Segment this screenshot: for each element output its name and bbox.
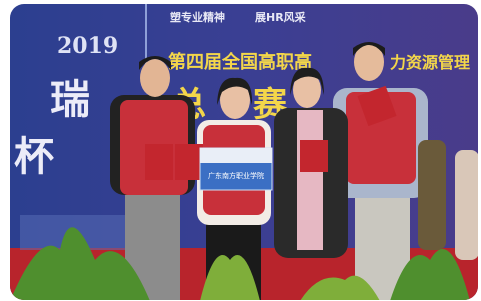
- slogan: 展HR风采: [254, 10, 307, 24]
- bystander: [418, 140, 446, 250]
- sign-text: 广东南方职业学院: [208, 171, 264, 180]
- bystander: [455, 150, 479, 260]
- page: {"banner": {"slogan_left": "塑专业精神", "slo…: [0, 0, 481, 301]
- certificate: [145, 144, 173, 180]
- divider: [145, 4, 147, 64]
- cup-title: 瑞: [50, 76, 90, 123]
- photo: 塑专业精神 展HR风采 2019 瑞 杯 第四届全国高职高 力资源管理 总 赛: [0, 0, 481, 301]
- cup-title: 杯: [14, 133, 54, 180]
- slogan: 塑专业精神: [170, 10, 225, 24]
- headline: 第四届全国高职高: [168, 51, 312, 73]
- scene: 塑专业精神 展HR风采 2019 瑞 杯 第四届全国高职高 力资源管理 总 赛: [0, 0, 481, 301]
- headline: 力资源管理: [390, 53, 470, 72]
- year: 2019: [57, 33, 118, 59]
- sign-header: [200, 148, 272, 163]
- certificate: [175, 144, 203, 180]
